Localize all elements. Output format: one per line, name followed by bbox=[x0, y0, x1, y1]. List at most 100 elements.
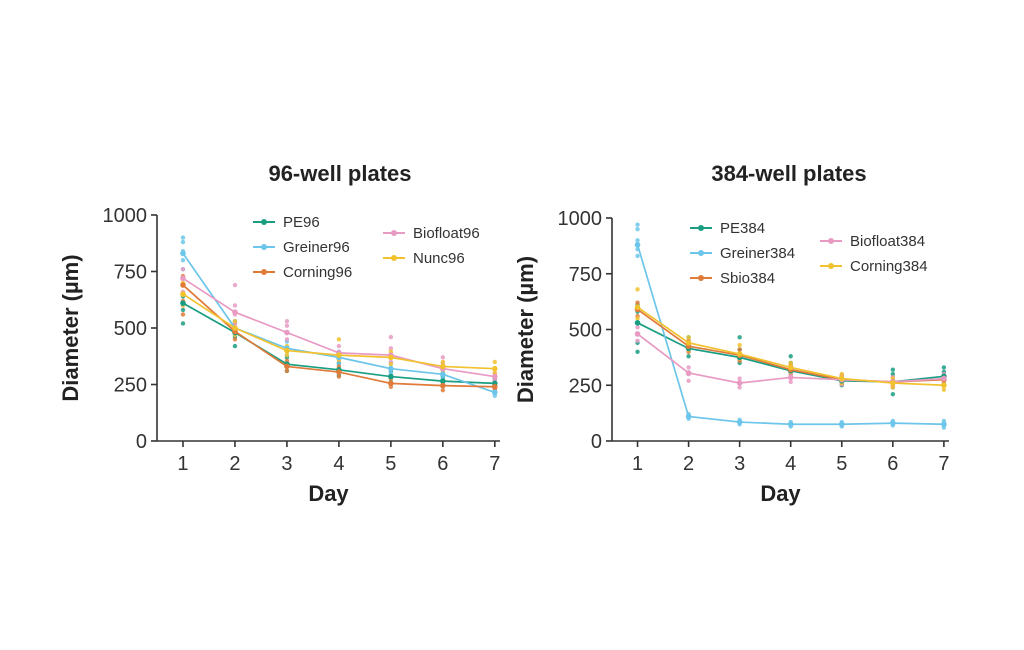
x-tick-label: 2 bbox=[229, 453, 240, 475]
replicate-point bbox=[635, 287, 640, 292]
mean-point bbox=[440, 378, 446, 384]
legend-swatch-dot bbox=[261, 244, 267, 250]
mean-point bbox=[388, 354, 394, 361]
legend-label: Corning96 bbox=[283, 264, 352, 281]
legend-swatch-dot bbox=[828, 238, 834, 244]
mean-point bbox=[890, 420, 896, 426]
y-tick-label: 500 bbox=[569, 320, 602, 342]
mean-point bbox=[634, 241, 641, 248]
replicate-point bbox=[686, 378, 691, 383]
replicate-point bbox=[635, 316, 640, 321]
mean-point bbox=[180, 275, 186, 282]
replicate-point bbox=[686, 335, 691, 340]
replicate-point bbox=[839, 371, 844, 377]
chart-384-well: 384-well plates 0 250 500 750 1000 1 2 3 4 5 6 7 Day… bbox=[513, 161, 949, 506]
mean-point bbox=[736, 380, 743, 386]
mean-point bbox=[440, 382, 446, 389]
mean-point bbox=[492, 383, 498, 390]
mean-point bbox=[941, 382, 947, 389]
replicate-point bbox=[890, 391, 896, 397]
mean-point bbox=[838, 421, 845, 428]
mean-point bbox=[180, 291, 186, 297]
replicate-point bbox=[180, 307, 186, 313]
replicate-point bbox=[180, 321, 186, 326]
mean-point bbox=[180, 282, 186, 288]
mean-point bbox=[388, 373, 394, 380]
legend-swatch-dot bbox=[828, 263, 834, 269]
replicate-point bbox=[388, 334, 394, 340]
replicate-point bbox=[737, 385, 742, 390]
replicate-point bbox=[336, 337, 342, 342]
x-tick-label: 2 bbox=[683, 453, 694, 475]
legend-swatch-dot bbox=[391, 230, 397, 236]
replicate-point bbox=[180, 267, 186, 272]
mean-point bbox=[634, 304, 641, 311]
x-tick-label: 1 bbox=[177, 453, 188, 475]
replicate-point bbox=[686, 365, 691, 370]
mean-point bbox=[685, 413, 692, 420]
mean-point bbox=[284, 363, 290, 370]
x-tick-label: 7 bbox=[938, 453, 949, 475]
replicate-point bbox=[440, 355, 446, 360]
mean-point bbox=[336, 352, 342, 358]
legend-label: Nunc96 bbox=[413, 250, 465, 267]
replicate-point bbox=[635, 338, 640, 343]
replicate-point bbox=[232, 337, 238, 342]
legend-label: Biofloat384 bbox=[850, 233, 925, 250]
y-tick-label: 1000 bbox=[558, 208, 603, 230]
legend-swatch-dot bbox=[698, 225, 704, 231]
y-tick-label: 0 bbox=[136, 431, 147, 453]
replicate-point bbox=[388, 346, 394, 351]
replicate-point bbox=[737, 347, 742, 352]
replicate-point bbox=[635, 238, 640, 243]
mean-point bbox=[232, 325, 238, 331]
legend-label: Corning384 bbox=[850, 258, 928, 275]
mean-point bbox=[787, 364, 794, 371]
mean-point bbox=[180, 300, 186, 306]
legend-swatch-dot bbox=[698, 275, 704, 281]
replicate-point bbox=[284, 323, 290, 328]
replicate-point bbox=[737, 342, 742, 348]
y-tick-label: 250 bbox=[114, 375, 147, 397]
x-axis-title: Day bbox=[308, 481, 349, 506]
chart-96-well: 96-well plates 0 250 500 750 1000 1 2 3 4 5 6 7 Day D… bbox=[58, 161, 500, 506]
mean-point bbox=[180, 250, 186, 257]
replicate-point bbox=[635, 325, 640, 330]
replicate-point bbox=[232, 303, 238, 308]
mean-point bbox=[736, 419, 743, 425]
legend-swatch-dot bbox=[391, 255, 397, 261]
replicate-point bbox=[336, 374, 342, 379]
legend-label: Sbio384 bbox=[720, 270, 775, 287]
x-tick-label: 5 bbox=[836, 453, 847, 475]
legend-label: Greiner384 bbox=[720, 245, 795, 262]
mean-point bbox=[388, 365, 394, 372]
mean-point bbox=[492, 389, 498, 396]
replicate-point bbox=[890, 385, 896, 390]
mean-point bbox=[941, 421, 947, 428]
legend-swatch-dot bbox=[261, 219, 267, 225]
legend-label: Biofloat96 bbox=[413, 225, 480, 242]
replicate-point bbox=[232, 282, 238, 288]
mean-point bbox=[440, 371, 446, 378]
y-tick-label: 250 bbox=[569, 375, 602, 397]
x-tick-label: 4 bbox=[785, 453, 796, 475]
y-tick-label: 750 bbox=[569, 264, 602, 286]
legend-swatch-dot bbox=[261, 269, 267, 275]
replicate-point bbox=[388, 361, 394, 367]
replicate-point bbox=[635, 349, 640, 354]
x-tick-label: 3 bbox=[281, 453, 292, 475]
replicate-point bbox=[788, 379, 793, 385]
replicate-point bbox=[180, 258, 186, 263]
replicate-point bbox=[635, 222, 640, 227]
replicate-point bbox=[635, 300, 640, 305]
replicate-point bbox=[635, 253, 640, 259]
replicate-point bbox=[440, 387, 446, 393]
replicate-point bbox=[635, 226, 640, 232]
replicate-point bbox=[941, 365, 947, 370]
y-tick-label: 0 bbox=[591, 431, 602, 453]
replicate-point bbox=[788, 354, 793, 359]
x-tick-label: 6 bbox=[437, 453, 448, 475]
mean-point bbox=[284, 347, 290, 354]
replicate-point bbox=[890, 371, 896, 377]
replicate-point bbox=[180, 312, 186, 317]
